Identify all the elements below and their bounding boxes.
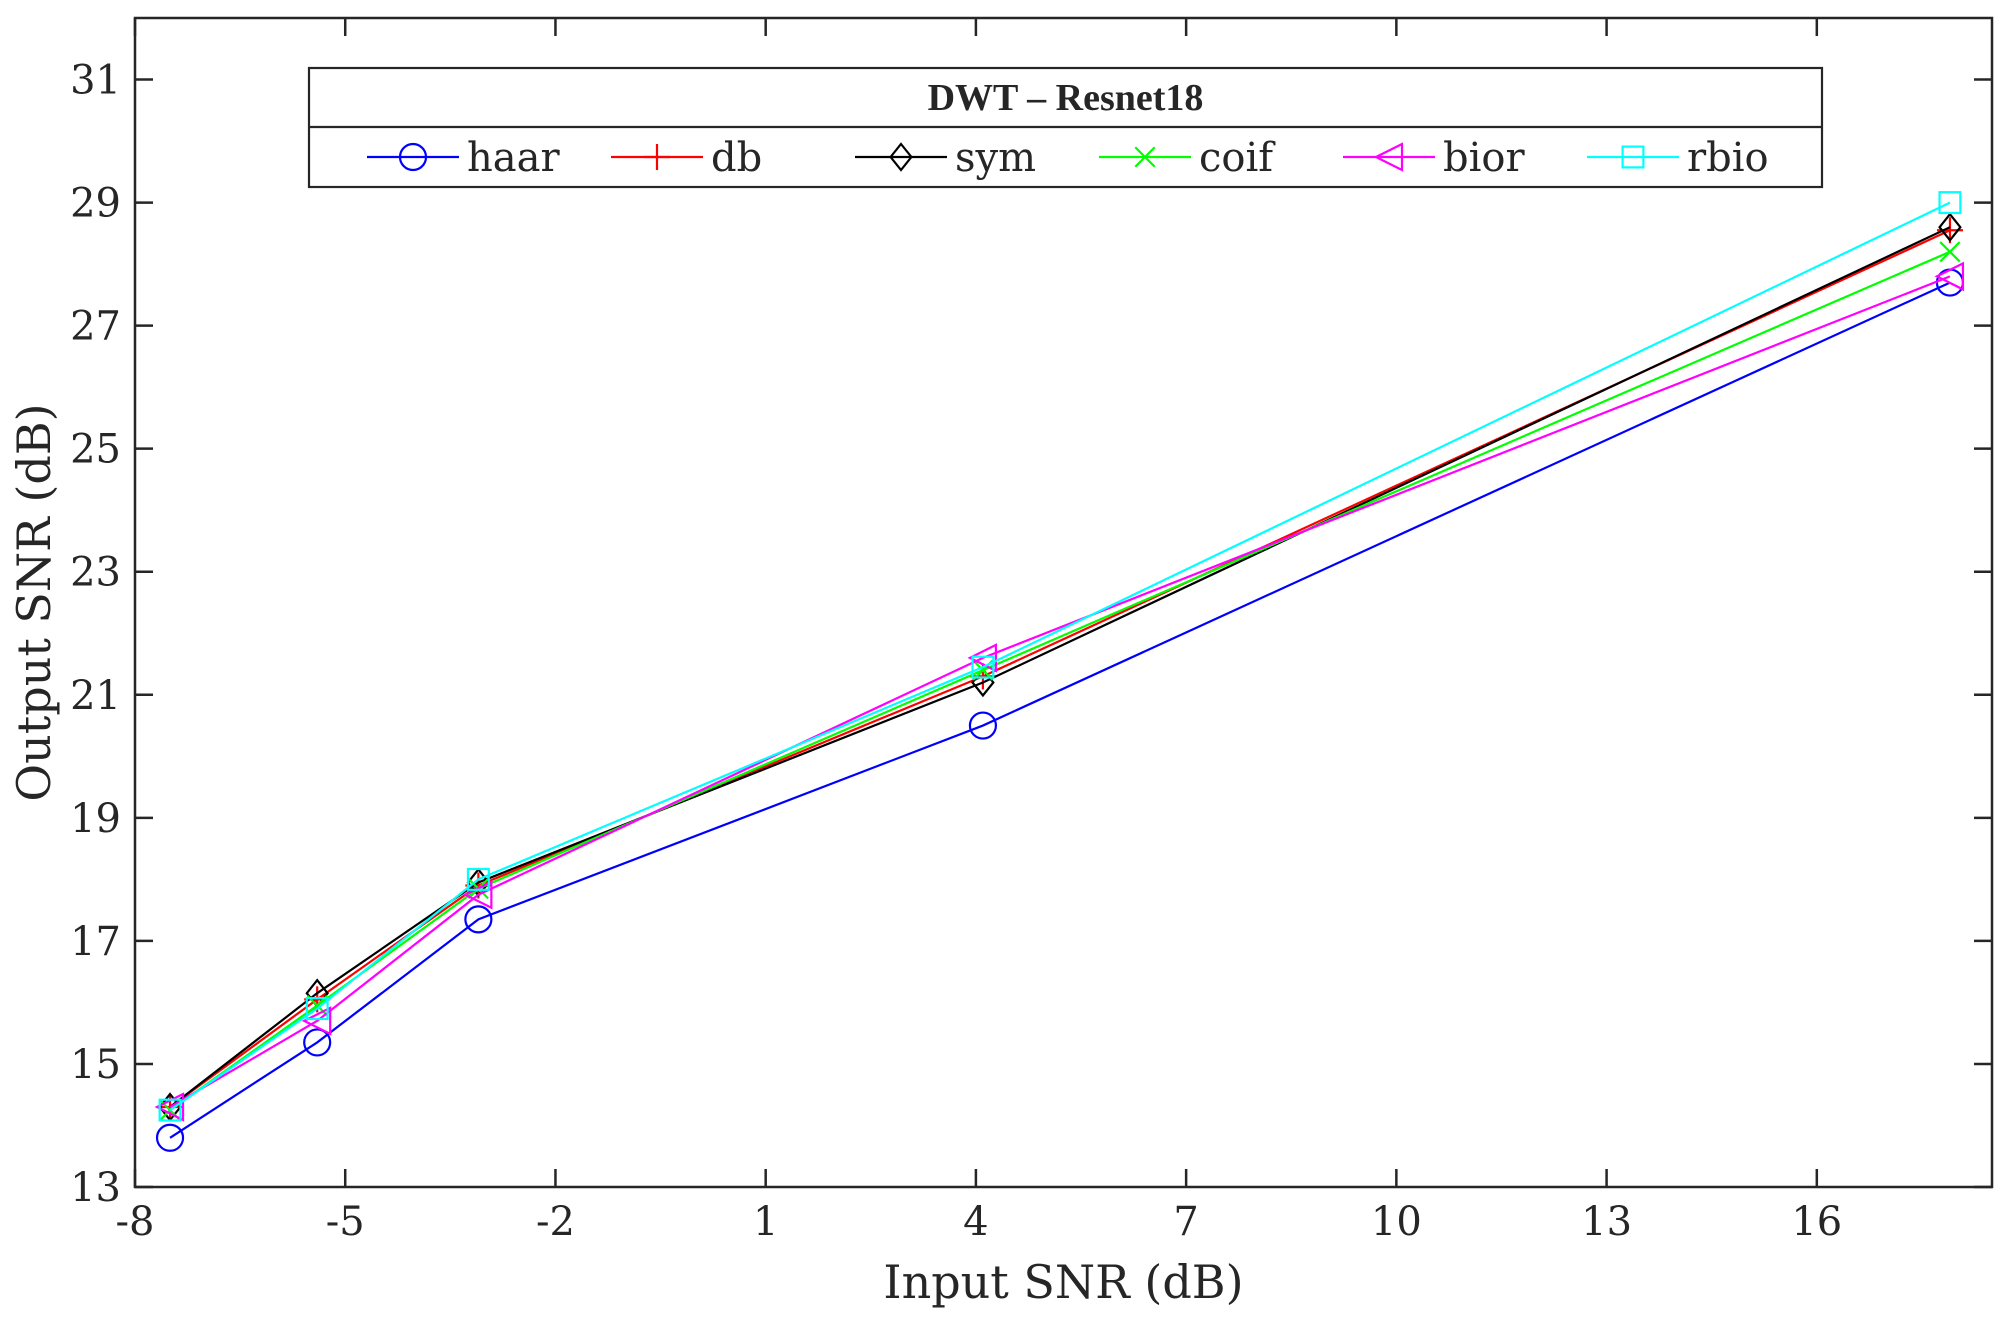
legend-item-sym: sym	[855, 135, 1036, 181]
legend-label-haar: haar	[467, 135, 560, 181]
series-line-haar	[169, 281, 1951, 1139]
legend-marker-coif	[1134, 146, 1156, 168]
data-point-haar-1	[303, 1028, 332, 1057]
x-tick-label: 10	[1371, 1199, 1422, 1245]
y-tick-label: 17	[70, 919, 121, 965]
legend-marker-sym	[889, 142, 913, 172]
plot-frame	[133, 16, 1994, 1189]
y-tick-label: 21	[70, 673, 121, 719]
data-point-rbio-0	[158, 1098, 182, 1122]
y-tick-label: 15	[70, 1042, 121, 1088]
data-point-haar-2	[464, 905, 493, 934]
plot-area	[135, 18, 1992, 1187]
data-point-rbio-4	[1938, 191, 1962, 215]
x-axis-label: Input SNR (dB)	[883, 1255, 1243, 1309]
x-tick-label: -2	[536, 1199, 575, 1245]
legend-title: DWT – Resnet18	[928, 77, 1204, 119]
y-tick-label: 31	[70, 58, 121, 104]
legend-marker-db	[644, 144, 670, 170]
legend-label-rbio: rbio	[1687, 135, 1769, 181]
series-line-rbio	[169, 201, 1951, 1111]
y-tick-label: 19	[70, 796, 121, 842]
data-point-sym-4	[1938, 212, 1962, 242]
series-haar	[155, 268, 1965, 1152]
legend-item-db: db	[611, 135, 762, 181]
legend-label-coif: coif	[1199, 135, 1276, 181]
series-bior	[154, 261, 1965, 1122]
legend-marker-haar	[398, 142, 428, 172]
x-tick-label: 4	[963, 1199, 988, 1245]
data-point-bior-1	[301, 1006, 332, 1036]
legend-item-bior: bior	[1343, 135, 1525, 181]
legend-marker-rbio	[1621, 145, 1645, 169]
x-tick-label: -5	[326, 1199, 365, 1245]
data-point-bior-2	[462, 879, 493, 910]
series-rbio	[158, 191, 1962, 1122]
data-point-rbio-1	[305, 997, 329, 1021]
data-point-coif-4	[1939, 241, 1961, 263]
x-tick-label: 13	[1581, 1199, 1632, 1245]
y-tick-label: 23	[70, 550, 121, 596]
data-point-rbio-2	[466, 867, 490, 891]
data-point-bior-3	[967, 643, 998, 673]
legend-label-sym: sym	[955, 135, 1036, 181]
y-tick-label: 25	[70, 427, 121, 473]
legend-item-coif: coif	[1099, 135, 1276, 181]
data-point-haar-0	[155, 1123, 185, 1152]
legend-label-bior: bior	[1443, 135, 1525, 181]
y-axis-label: Output SNR (dB)	[7, 403, 61, 801]
legend: DWT – Resnet18 haar db sym coif bior rbio	[307, 66, 1824, 189]
legend-item-rbio: rbio	[1587, 135, 1769, 181]
data-point-db-0	[157, 1094, 184, 1121]
data-point-haar-3	[968, 711, 998, 740]
data-point-rbio-3	[971, 655, 995, 679]
legend-label-db: db	[711, 135, 762, 181]
x-tick-label: 7	[1173, 1199, 1198, 1245]
legend-item-haar: haar	[367, 135, 560, 181]
x-tick-label: 16	[1791, 1199, 1842, 1245]
y-tick-label: 13	[70, 1165, 121, 1211]
x-tick-label: 1	[753, 1199, 778, 1245]
x-tick-label: -8	[116, 1199, 155, 1245]
data-point-bior-4	[1934, 261, 1965, 292]
series-line-bior	[169, 275, 1951, 1108]
y-tick-label: 29	[70, 181, 121, 227]
y-tick-label: 27	[70, 304, 121, 350]
legend-marker-bior	[1373, 142, 1404, 172]
